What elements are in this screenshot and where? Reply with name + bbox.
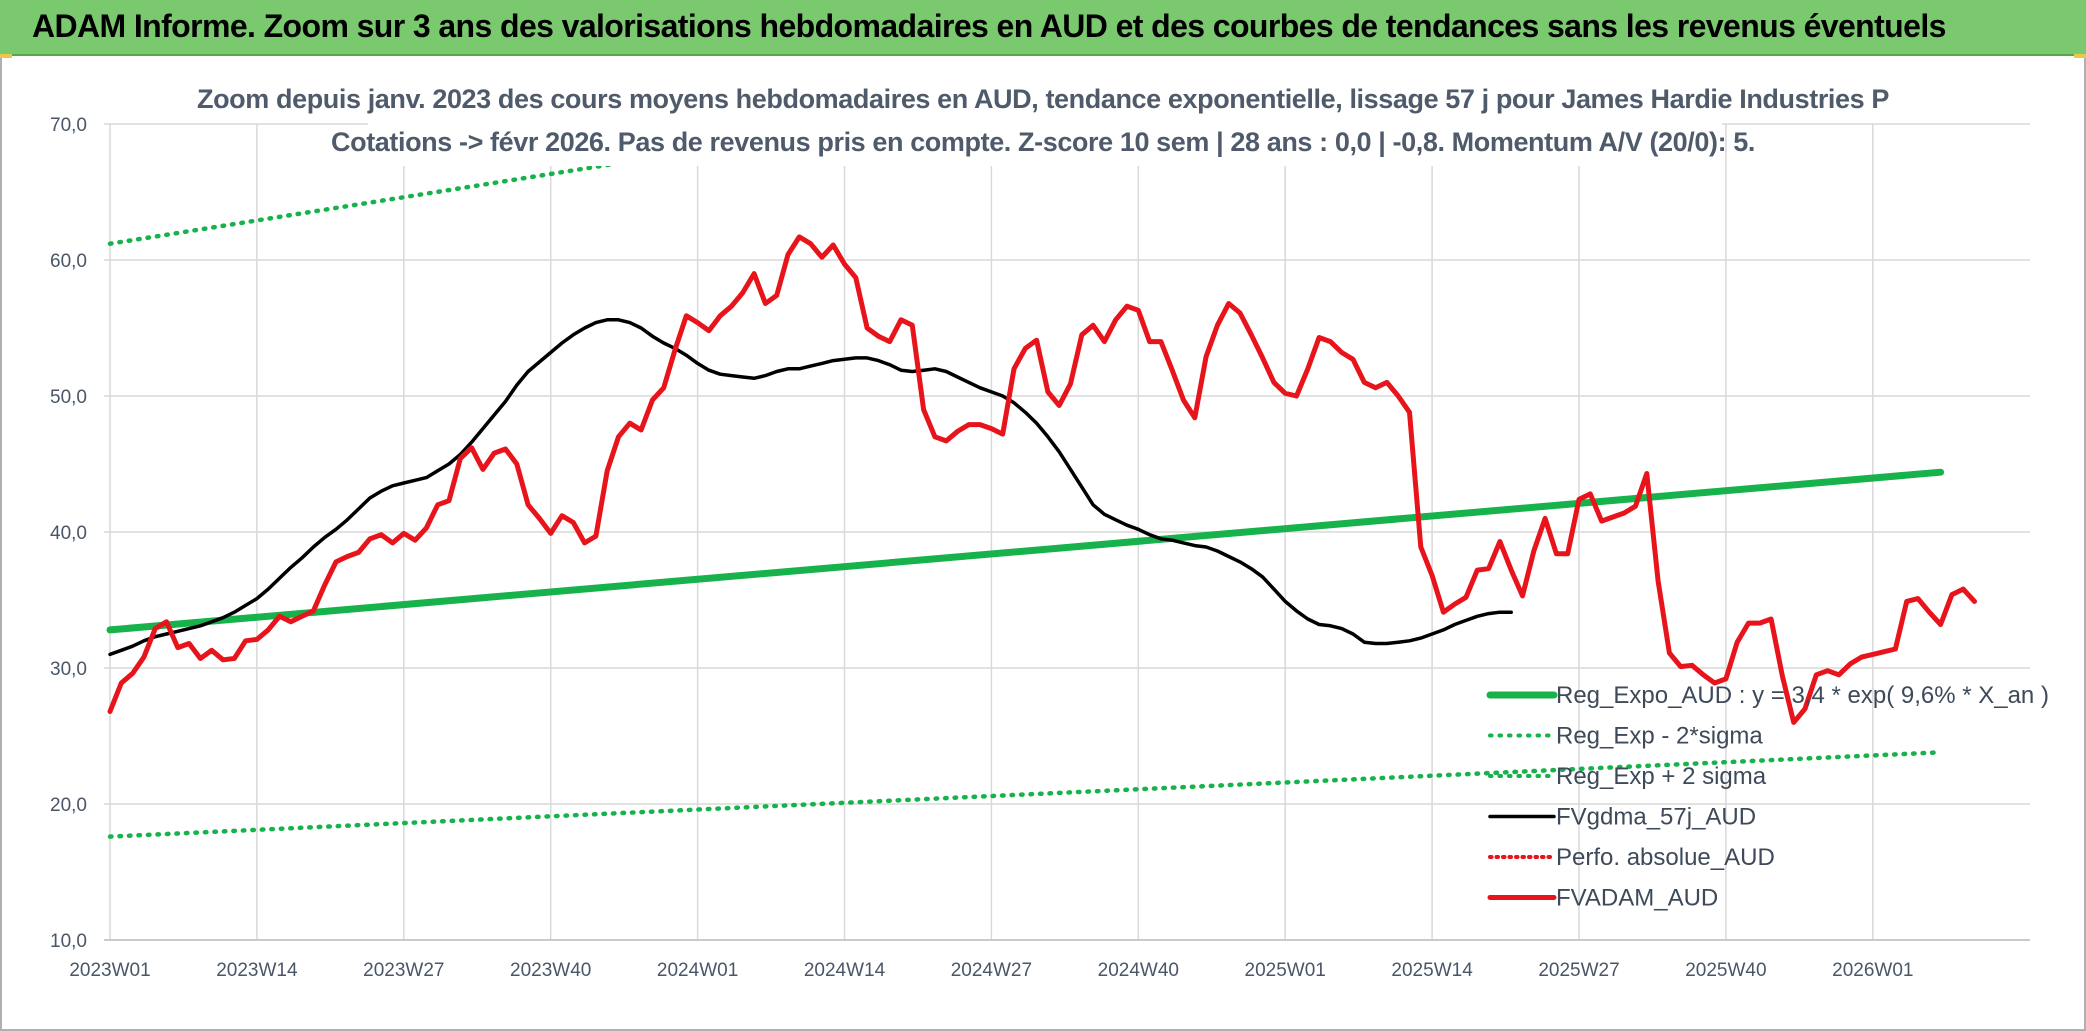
legend-label: Reg_Exp - 2*sigma bbox=[1556, 723, 1763, 750]
legend-label: Reg_Exp + 2 sigma bbox=[1556, 763, 1767, 790]
y-tick-label: 40,0 bbox=[50, 523, 87, 544]
y-tick-label: 20,0 bbox=[50, 795, 87, 816]
x-tick-label: 2024W27 bbox=[951, 960, 1032, 981]
banner-accent-right bbox=[2074, 54, 2086, 58]
subtitle-mask bbox=[368, 122, 1722, 166]
x-tick-label: 2025W14 bbox=[1391, 960, 1473, 981]
x-tick-label: 2023W01 bbox=[69, 960, 150, 981]
x-tick-label: 2026W01 bbox=[1832, 960, 1913, 981]
y-tick-label: 50,0 bbox=[50, 387, 87, 408]
x-tick-label: 2025W27 bbox=[1538, 960, 1619, 981]
legend-label: FVADAM_AUD bbox=[1556, 885, 1718, 912]
chart-title: Zoom depuis janv. 2023 des cours moyens … bbox=[197, 84, 1889, 114]
series-line-smooth bbox=[108, 318, 1513, 657]
series-line-band bbox=[107, 750, 1943, 839]
x-tick-label: 2025W40 bbox=[1685, 960, 1766, 981]
series-line-price bbox=[107, 234, 1977, 725]
chart-subtitle: Cotations -> févr 2026. Pas de revenus p… bbox=[331, 127, 1755, 157]
x-tick-label: 2025W01 bbox=[1245, 960, 1326, 981]
x-tick-label: 2024W01 bbox=[657, 960, 738, 981]
x-tick-label: 2023W14 bbox=[216, 960, 298, 981]
y-tick-label: 30,0 bbox=[50, 659, 87, 680]
title-mask bbox=[275, 80, 1815, 122]
x-tick-label: 2023W40 bbox=[510, 960, 591, 981]
banner-accent-left bbox=[0, 54, 12, 58]
y-tick-label: 70,0 bbox=[50, 115, 87, 136]
legend-label: FVgdma_57j_AUD bbox=[1556, 804, 1756, 831]
page-title: ADAM Informe. Zoom sur 3 ans des valoris… bbox=[32, 8, 1946, 44]
legend-label: Reg_Expo_AUD : y = 3,4 * exp( 9,6% * X_a… bbox=[1556, 682, 2049, 709]
x-tick-label: 2023W27 bbox=[363, 960, 444, 981]
y-tick-label: 10,0 bbox=[50, 931, 87, 952]
y-tick-label: 60,0 bbox=[50, 251, 87, 272]
title-banner bbox=[0, 0, 2086, 56]
legend-label: Perfo. absolue_AUD bbox=[1556, 844, 1775, 871]
x-tick-label: 2024W14 bbox=[804, 960, 886, 981]
series-line-trend bbox=[106, 468, 1945, 634]
x-tick-label: 2024W40 bbox=[1098, 960, 1179, 981]
